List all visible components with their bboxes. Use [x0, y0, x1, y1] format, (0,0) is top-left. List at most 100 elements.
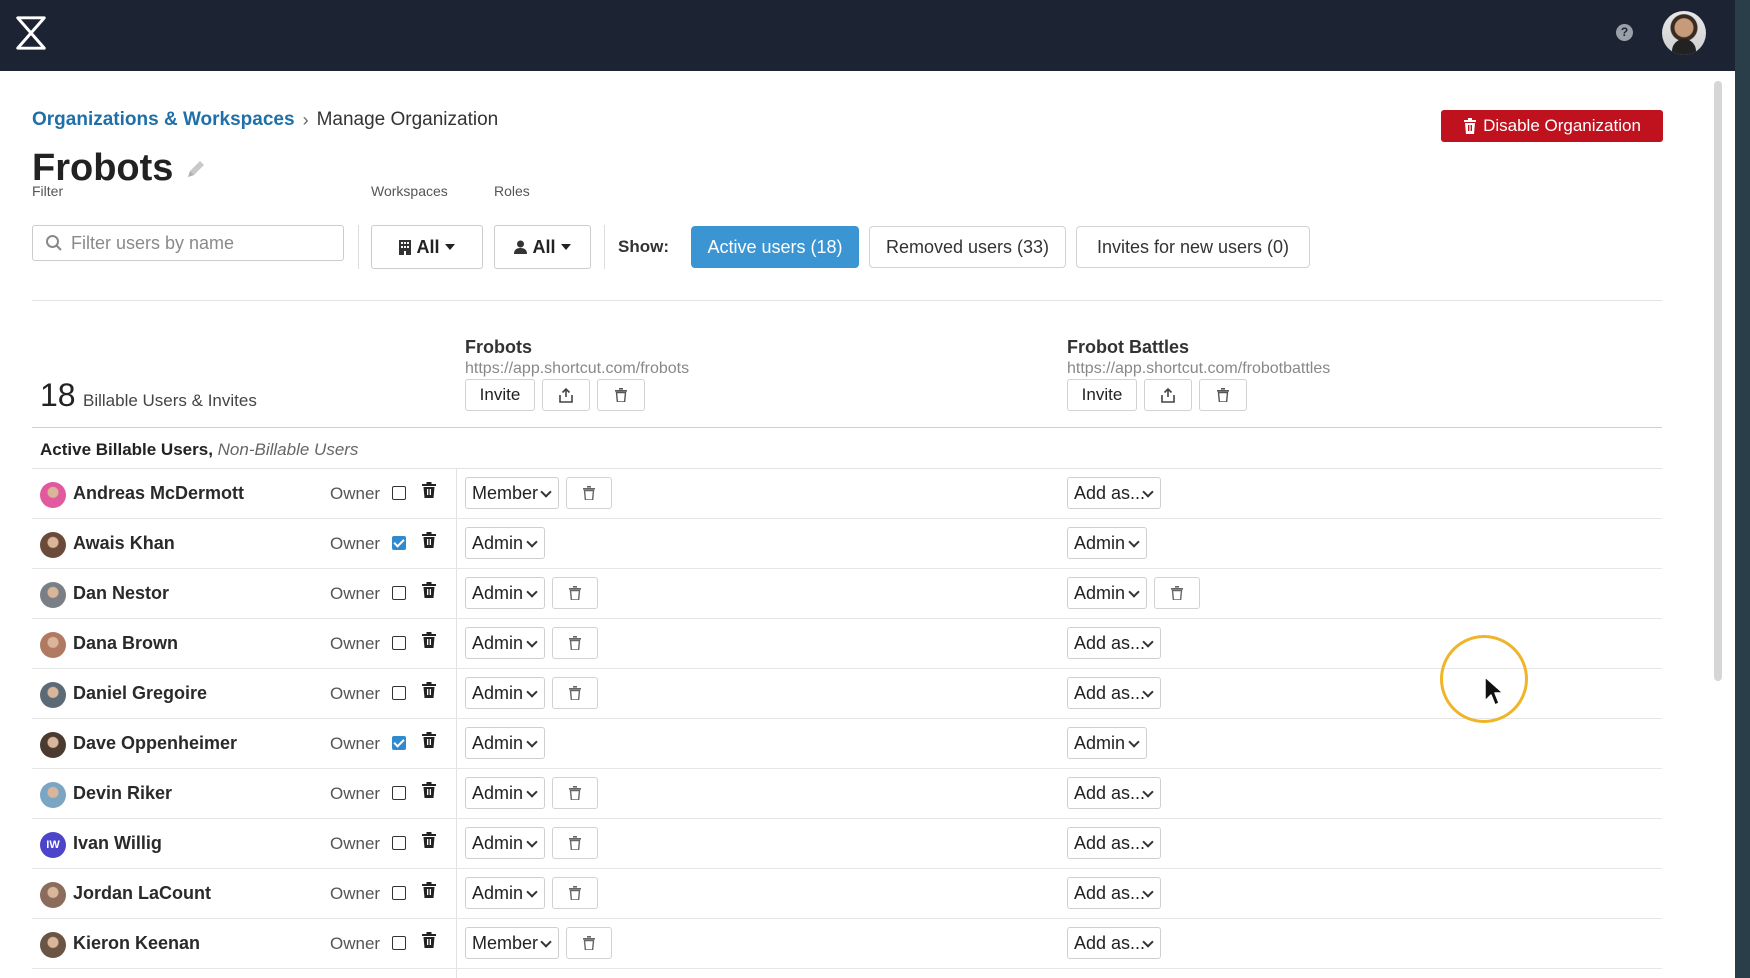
trash-icon [569, 686, 581, 700]
user-avatar[interactable] [1662, 11, 1706, 55]
divider [32, 468, 1662, 469]
user-avatar: IW [40, 832, 66, 858]
invite-button-frobot-battles[interactable]: Invite [1067, 379, 1137, 411]
remove-from-workspace-button[interactable] [552, 777, 598, 809]
user-row: Dave Oppenheimer Owner Admin Admin [32, 719, 1662, 769]
window-edge [1735, 0, 1750, 978]
roles-value: All [532, 236, 556, 257]
remove-from-workspace-button[interactable] [552, 677, 598, 709]
disable-organization-button[interactable]: Disable Organization [1441, 110, 1663, 142]
filter-divider [358, 225, 359, 269]
tab-active-users[interactable]: Active users (18) [691, 226, 859, 268]
delete-workspace-button-frobots[interactable] [597, 379, 645, 411]
role-dropdown-frobot-battles[interactable]: Add as... [1067, 477, 1161, 509]
remove-user-button[interactable] [422, 682, 438, 702]
export-button-frobot-battles[interactable] [1144, 379, 1192, 411]
breadcrumb-separator: › [302, 109, 309, 130]
tab-removed-users[interactable]: Removed users (33) [869, 226, 1066, 268]
owner-checkbox[interactable] [392, 686, 406, 700]
tab-invites-new-users[interactable]: Invites for new users (0) [1076, 226, 1310, 268]
role-dropdown-frobot-battles[interactable]: Admin [1067, 727, 1147, 759]
chevron-down-icon [526, 636, 538, 648]
remove-user-button[interactable] [422, 832, 438, 852]
role-dropdown-frobot-battles[interactable]: Add as... [1067, 777, 1161, 809]
workspace-url-frobots: https://app.shortcut.com/frobots [465, 360, 690, 377]
user-row: Jordan LaCount Owner Admin Add as... [32, 869, 1662, 919]
role-dropdown-frobots[interactable]: Admin [465, 827, 545, 859]
remove-user-button[interactable] [422, 782, 438, 802]
remove-user-button[interactable] [422, 482, 438, 502]
user-avatar [40, 632, 66, 658]
role-dropdown-frobot-battles[interactable]: Add as... [1067, 927, 1161, 959]
caret-down-icon [444, 244, 455, 250]
owner-checkbox[interactable] [392, 886, 406, 900]
role-dropdown-frobots[interactable]: Admin [465, 677, 545, 709]
owner-checkbox[interactable] [392, 786, 406, 800]
filter-users-input[interactable] [71, 232, 331, 254]
role-value: Admin [472, 532, 524, 553]
owner-checkbox[interactable] [392, 936, 406, 950]
role-dropdown-frobots[interactable]: Admin [465, 727, 545, 759]
trash-icon [569, 586, 581, 600]
remove-from-workspace-button[interactable] [552, 627, 598, 659]
chevron-down-icon [526, 686, 538, 698]
remove-user-button[interactable] [422, 882, 438, 902]
owner-checkbox[interactable] [392, 736, 406, 750]
role-dropdown-frobot-battles[interactable]: Add as... [1067, 877, 1161, 909]
role-dropdown-frobot-battles[interactable]: Add as... [1067, 677, 1161, 709]
remove-from-workspace-button[interactable] [566, 477, 612, 509]
role-value: Add as... [1074, 882, 1146, 903]
remove-user-button[interactable] [422, 932, 438, 952]
workspaces-dropdown[interactable]: All [371, 225, 483, 269]
export-icon [1161, 387, 1175, 403]
role-dropdown-frobots[interactable]: Admin [465, 527, 545, 559]
remove-from-workspace-button[interactable] [552, 827, 598, 859]
role-dropdown-frobots[interactable]: Member [465, 927, 559, 959]
role-value: Admin [1074, 532, 1126, 553]
role-value: Member [472, 482, 539, 503]
role-value: Admin [472, 732, 524, 753]
role-value: Add as... [1074, 782, 1146, 803]
remove-from-workspace-button[interactable] [566, 927, 612, 959]
user-row: IW Ivan Willig Owner Admin Add as... [32, 819, 1662, 869]
invite-button-frobots[interactable]: Invite [465, 379, 535, 411]
role-dropdown-frobots[interactable]: Admin [465, 627, 545, 659]
owner-checkbox[interactable] [392, 586, 406, 600]
remove-user-button[interactable] [422, 732, 438, 752]
role-dropdown-frobots[interactable]: Member [465, 477, 559, 509]
chevron-down-icon [526, 736, 538, 748]
owner-checkbox[interactable] [392, 836, 406, 850]
shortcut-logo-icon[interactable] [12, 14, 50, 52]
role-dropdown-frobot-battles[interactable]: Admin [1067, 577, 1147, 609]
role-value: Admin [1074, 732, 1126, 753]
remove-from-workspace-button[interactable] [1154, 577, 1200, 609]
chevron-down-icon [540, 486, 552, 498]
scrollbar-thumb[interactable] [1714, 81, 1722, 681]
owner-checkbox[interactable] [392, 486, 406, 500]
role-dropdown-frobots[interactable]: Admin [465, 777, 545, 809]
remove-user-button[interactable] [422, 632, 438, 652]
remove-from-workspace-button[interactable] [552, 577, 598, 609]
role-dropdown-frobots[interactable]: Admin [465, 577, 545, 609]
help-icon[interactable]: ? [1616, 24, 1633, 41]
owner-checkbox[interactable] [392, 536, 406, 550]
section-subtitle: Non-Billable Users [217, 440, 359, 459]
remove-user-button[interactable] [422, 582, 438, 602]
role-dropdown-frobots[interactable]: Admin [465, 877, 545, 909]
role-dropdown-frobot-battles[interactable]: Admin [1067, 527, 1147, 559]
remove-user-button[interactable] [422, 532, 438, 552]
owner-checkbox[interactable] [392, 636, 406, 650]
role-value: Add as... [1074, 482, 1146, 503]
owner-label: Owner [330, 934, 381, 953]
delete-workspace-button-frobot-battles[interactable] [1199, 379, 1247, 411]
role-dropdown-frobot-battles[interactable]: Add as... [1067, 627, 1161, 659]
breadcrumb-link-organizations[interactable]: Organizations & Workspaces [32, 109, 295, 130]
roles-dropdown[interactable]: All [494, 225, 591, 269]
divider [32, 300, 1662, 301]
filter-users-field[interactable] [32, 225, 344, 261]
export-button-frobots[interactable] [542, 379, 590, 411]
remove-from-workspace-button[interactable] [552, 877, 598, 909]
user-name: Dave Oppenheimer [73, 733, 238, 753]
role-dropdown-frobot-battles[interactable]: Add as... [1067, 827, 1161, 859]
pencil-icon[interactable] [185, 158, 207, 180]
